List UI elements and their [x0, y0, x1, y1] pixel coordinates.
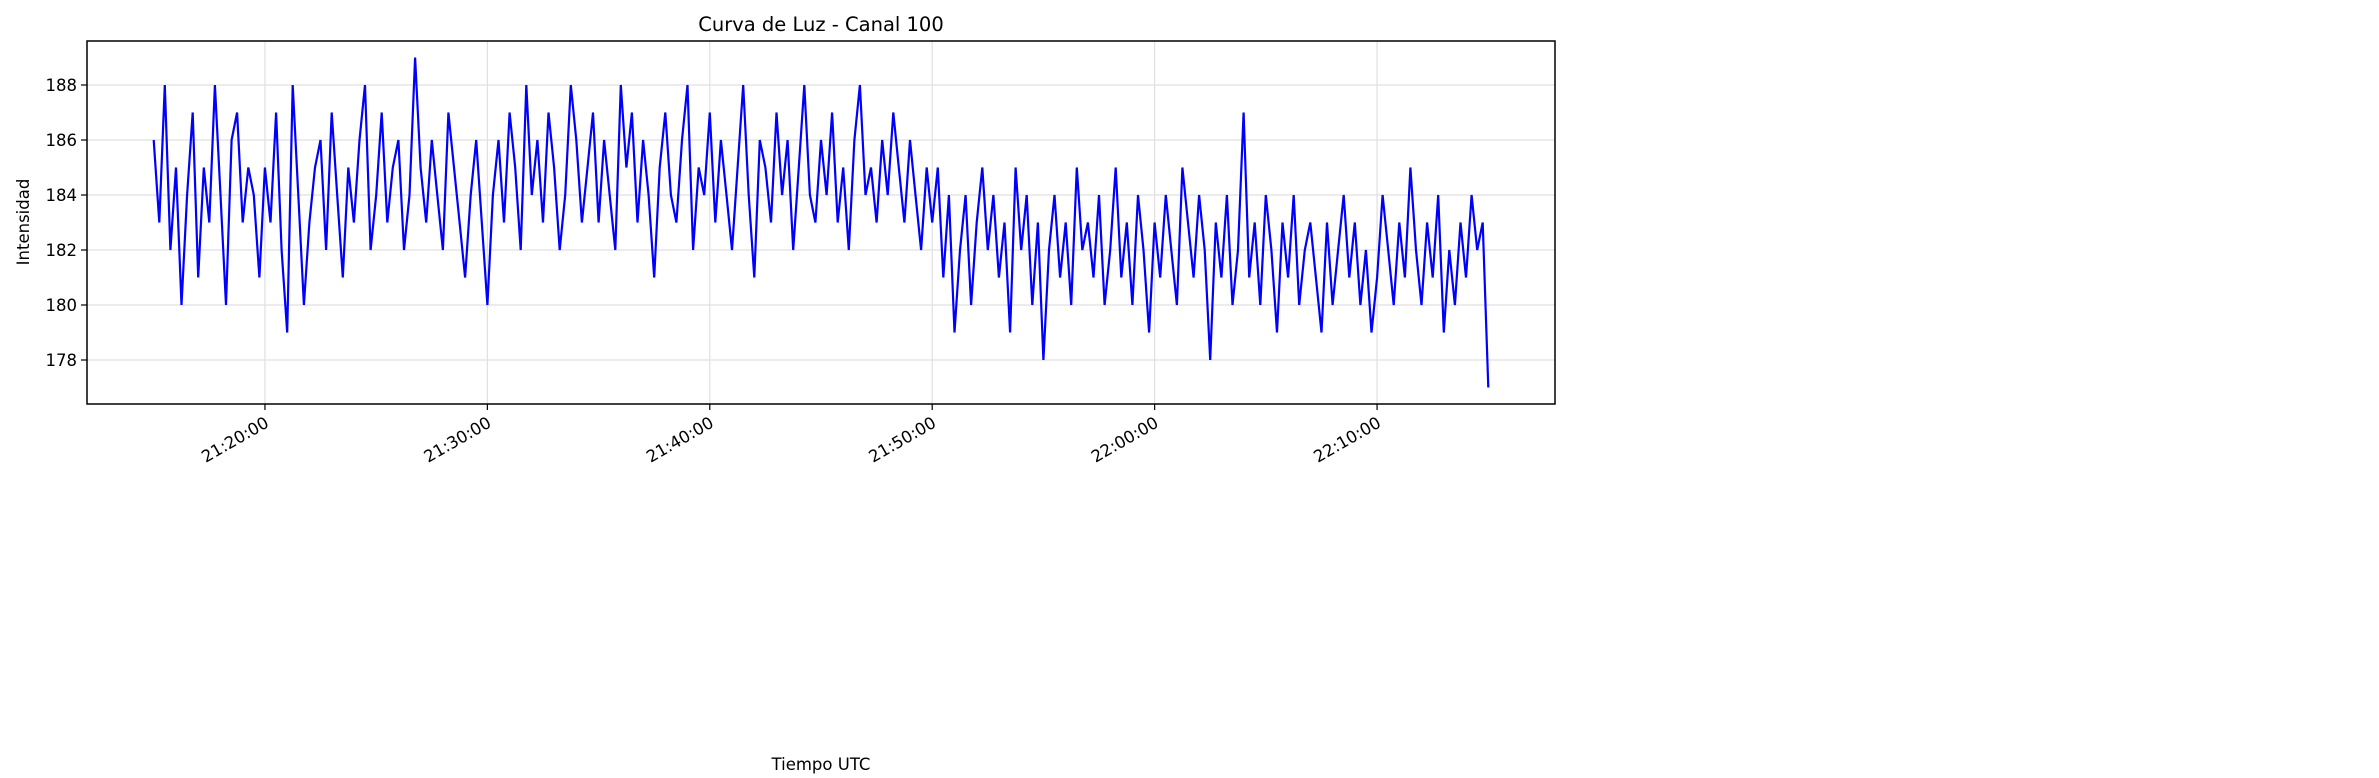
y-tick-label: 184	[46, 186, 78, 205]
y-axis: 178 180 182 184 186 188	[46, 76, 87, 370]
x-tick-label: 22:10:00	[1310, 413, 1384, 467]
y-axis-label: Intensidad	[14, 179, 33, 266]
x-tick-label: 21:20:00	[198, 413, 272, 467]
y-tick-label: 178	[46, 351, 78, 370]
series-line-canal-100	[152, 57, 1490, 388]
x-tick-label: 21:40:00	[643, 413, 717, 467]
plot-area	[152, 57, 1490, 388]
x-tick-label: 21:30:00	[421, 413, 495, 467]
y-tick-label: 186	[46, 131, 78, 150]
y-tick-label: 182	[46, 241, 78, 260]
x-axis-label: Tiempo UTC	[771, 755, 871, 774]
x-tick-label: 21:50:00	[866, 413, 940, 467]
x-tick-label: 22:00:00	[1088, 413, 1162, 467]
y-tick-label: 180	[46, 296, 78, 315]
axes-frame	[86, 40, 1556, 405]
y-tick-label: 188	[46, 76, 78, 95]
grid	[87, 41, 1555, 404]
x-axis: 21:20:00 21:30:00 21:40:00 21:50:00 22:00:00…	[198, 404, 1384, 467]
chart-title: Curva de Luz - Canal 100	[698, 13, 944, 36]
